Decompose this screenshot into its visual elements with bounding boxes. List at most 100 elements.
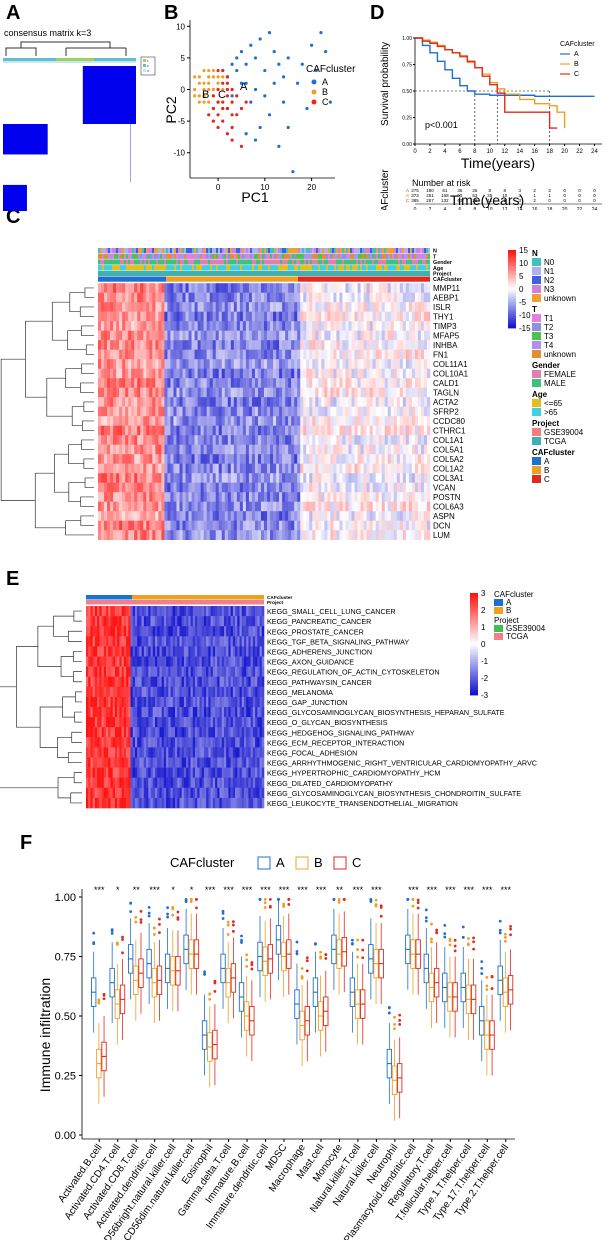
gene-anno-cell [372,270,374,276]
gene-anno-cell [332,253,334,259]
gene-heat-cell [288,311,292,322]
gene-heat-cell [182,444,186,455]
gene-heat-cell [197,378,201,388]
gene-heat-cell [161,397,165,407]
pathway-heat-cell [252,626,256,637]
gene-heat-cell [242,406,247,417]
gene-heat-cell [375,416,379,426]
gene-anno-cell [150,248,152,254]
gene-heat-cell [152,378,156,388]
gene-anno-cell [422,253,424,259]
gene-heat-cell [140,435,144,445]
gene-heat-cell [384,283,389,293]
gene-heat-cell [122,349,126,360]
gene-anno-cell [408,270,410,276]
gene-heat-cell [107,302,111,312]
gene-anno-cell [374,248,376,254]
gene-heat-cell [345,444,349,455]
gene-anno-cell [188,276,190,282]
gene-heat-cell [149,492,153,502]
pathway-heat-cell [108,626,111,637]
gene-anno-cell [106,276,108,282]
gene-heat-cell [327,292,331,303]
gene-heat-cell [191,311,195,322]
gene-heat-cell [194,530,198,540]
gene-heat-cell [155,425,159,436]
pathway-heat-cell [121,656,125,667]
pathway-heat-cell [119,646,122,657]
gene-heat-cell [203,425,207,436]
gene-heat-cell [420,463,425,474]
pathway-anno-cell [238,595,240,600]
gene-heat-cell [396,311,401,322]
gene-heat-cell [306,425,310,436]
gene-heat-cell [149,406,153,417]
gene-heat-cell [221,444,226,455]
gene-anno-cell [152,276,154,282]
gene-heat-cell [134,482,138,493]
gene-anno-cell [346,265,348,271]
gene-anno-cell [160,248,162,254]
gene-anno-cell [160,259,162,265]
gene-heat-cell [188,454,192,464]
gene-heat-cell [267,520,271,531]
gene-anno-cell [200,276,202,282]
gene-heat-cell [426,330,431,341]
gene-heat-cell [396,463,401,474]
gene-anno-cell [112,270,114,276]
gene-heat-cell [146,501,150,512]
gene-heat-cell [324,406,328,417]
gene-heat-cell [224,482,229,493]
gene-heat-cell [321,482,325,493]
gene-anno-cell [428,253,430,259]
gene-heat-cell [104,435,108,445]
pathway-heat-cell [132,636,136,647]
gene-anno-cell [222,276,224,282]
gene-heat-cell [254,359,259,369]
gene-heat-cell [128,330,132,341]
gene-heat-cell [182,283,186,293]
gene-heat-cell [122,454,126,464]
gene-heat-cell [369,359,373,369]
gene-heat-cell [98,520,102,531]
gene-heat-cell [384,321,389,331]
gene-heat-cell [134,292,138,303]
pathway-heat-cell [172,636,176,647]
pca-point-a [244,62,248,66]
gene-anno-cell [216,248,218,254]
gene-heat-cell [221,501,226,512]
gene-heat-cell [411,349,416,360]
gene-heat-cell [378,416,383,426]
gene-anno-cell [114,276,116,282]
gene-heat-cell [393,463,398,474]
gene-heat-cell [303,492,307,502]
pathway-heat-cell [177,606,180,617]
gene-anno-cell [376,270,378,276]
gene-heat-cell [173,349,177,360]
pathway-heat-cell [186,636,189,647]
gene-heat-cell [357,292,361,303]
gene-heat-cell [101,435,105,445]
gene-heat-cell [104,302,108,312]
pathway-heat-cell [201,616,205,627]
gene-anno-cell [274,259,276,265]
gene-anno-cell [252,259,254,265]
gene-anno-cell [158,270,160,276]
gene-anno-cell [276,259,278,265]
pca-point-a [235,56,239,60]
gene-heat-cell [152,416,156,426]
pathway-anno-cell [240,595,242,600]
gene-heat-cell [315,368,319,379]
gene-anno-cell [102,270,104,276]
pathway-heat-cell [261,646,265,657]
gene-heat-cell [357,454,361,464]
pathway-anno-cell [146,600,148,605]
gene-heat-cell [333,340,337,350]
gene-heat-cell [179,473,183,483]
pathway-heat-cell [190,636,194,647]
gene-anno-cell [384,276,386,282]
gene-heat-cell [203,511,207,521]
gene-anno-cell [142,270,144,276]
gene-heat-cell [348,492,352,502]
gene-anno-cell [232,248,234,254]
